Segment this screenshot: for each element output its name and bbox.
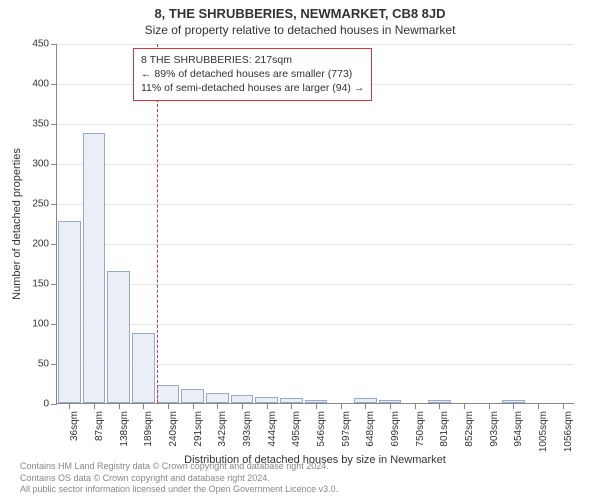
- x-tick: [242, 403, 243, 409]
- x-tick-label: 393sqm: [242, 411, 253, 447]
- callout-line: 11% of semi-detached houses are larger (…: [141, 81, 364, 95]
- chart-subtitle: Size of property relative to detached ho…: [0, 21, 600, 37]
- x-tick: [341, 403, 342, 409]
- callout-box: 8 THE SHRUBBERIES: 217sqm← 89% of detach…: [133, 48, 372, 101]
- x-tick-label: 36sqm: [69, 411, 80, 441]
- x-tick-label: 495sqm: [291, 411, 302, 447]
- x-tick: [94, 403, 95, 409]
- overlay-layer: 8 THE SHRUBBERIES: 217sqm← 89% of detach…: [57, 44, 574, 403]
- x-tick: [291, 403, 292, 409]
- x-tick: [267, 403, 268, 409]
- x-tick: [119, 403, 120, 409]
- x-tick-label: 87sqm: [94, 411, 105, 441]
- footer-line: Contains HM Land Registry data © Crown c…: [20, 461, 338, 472]
- x-tick: [365, 403, 366, 409]
- x-tick: [464, 403, 465, 409]
- x-tick: [143, 403, 144, 409]
- x-tick-label: 648sqm: [365, 411, 376, 447]
- x-tick: [563, 403, 564, 409]
- callout-line: ← 89% of detached houses are smaller (77…: [141, 67, 364, 81]
- footer-line: All public sector information licensed u…: [20, 484, 338, 495]
- y-tick-label: 450: [32, 39, 57, 50]
- x-tick-label: 240sqm: [168, 411, 179, 447]
- y-tick-label: 150: [32, 279, 57, 290]
- x-tick-label: 699sqm: [390, 411, 401, 447]
- x-tick-label: 1056sqm: [563, 411, 574, 452]
- x-tick: [439, 403, 440, 409]
- attribution-footer: Contains HM Land Registry data © Crown c…: [20, 461, 338, 495]
- x-tick: [489, 403, 490, 409]
- chart-title: 8, THE SHRUBBERIES, NEWMARKET, CB8 8JD: [0, 0, 600, 21]
- y-tick-label: 50: [38, 359, 57, 370]
- x-tick-label: 903sqm: [489, 411, 500, 447]
- y-tick-label: 0: [43, 399, 57, 410]
- x-tick-label: 291sqm: [193, 411, 204, 447]
- callout-line: 8 THE SHRUBBERIES: 217sqm: [141, 53, 364, 67]
- x-tick-label: 1005sqm: [538, 411, 549, 452]
- x-tick: [69, 403, 70, 409]
- x-tick: [316, 403, 317, 409]
- y-tick-label: 250: [32, 199, 57, 210]
- x-tick-label: 546sqm: [316, 411, 327, 447]
- x-tick: [513, 403, 514, 409]
- x-tick-label: 342sqm: [217, 411, 228, 447]
- x-tick-label: 597sqm: [341, 411, 352, 447]
- x-tick: [415, 403, 416, 409]
- y-tick-label: 200: [32, 239, 57, 250]
- x-tick: [193, 403, 194, 409]
- x-tick: [390, 403, 391, 409]
- x-tick-label: 750sqm: [415, 411, 426, 447]
- x-tick: [217, 403, 218, 409]
- x-tick-label: 852sqm: [464, 411, 475, 447]
- y-tick-label: 300: [32, 159, 57, 170]
- plot-area: 050100150200250300350400450 36sqm87sqm13…: [56, 44, 574, 404]
- x-tick-label: 954sqm: [513, 411, 524, 447]
- x-tick: [168, 403, 169, 409]
- y-tick-label: 350: [32, 119, 57, 130]
- y-axis-label: Number of detached properties: [10, 44, 24, 404]
- x-tick-label: 138sqm: [119, 411, 130, 447]
- y-tick-label: 100: [32, 319, 57, 330]
- footer-line: Contains OS data © Crown copyright and d…: [20, 473, 338, 484]
- x-tick-label: 189sqm: [143, 411, 154, 447]
- x-tick: [538, 403, 539, 409]
- y-tick-label: 400: [32, 79, 57, 90]
- x-tick-label: 801sqm: [439, 411, 450, 447]
- x-tick-label: 444sqm: [267, 411, 278, 447]
